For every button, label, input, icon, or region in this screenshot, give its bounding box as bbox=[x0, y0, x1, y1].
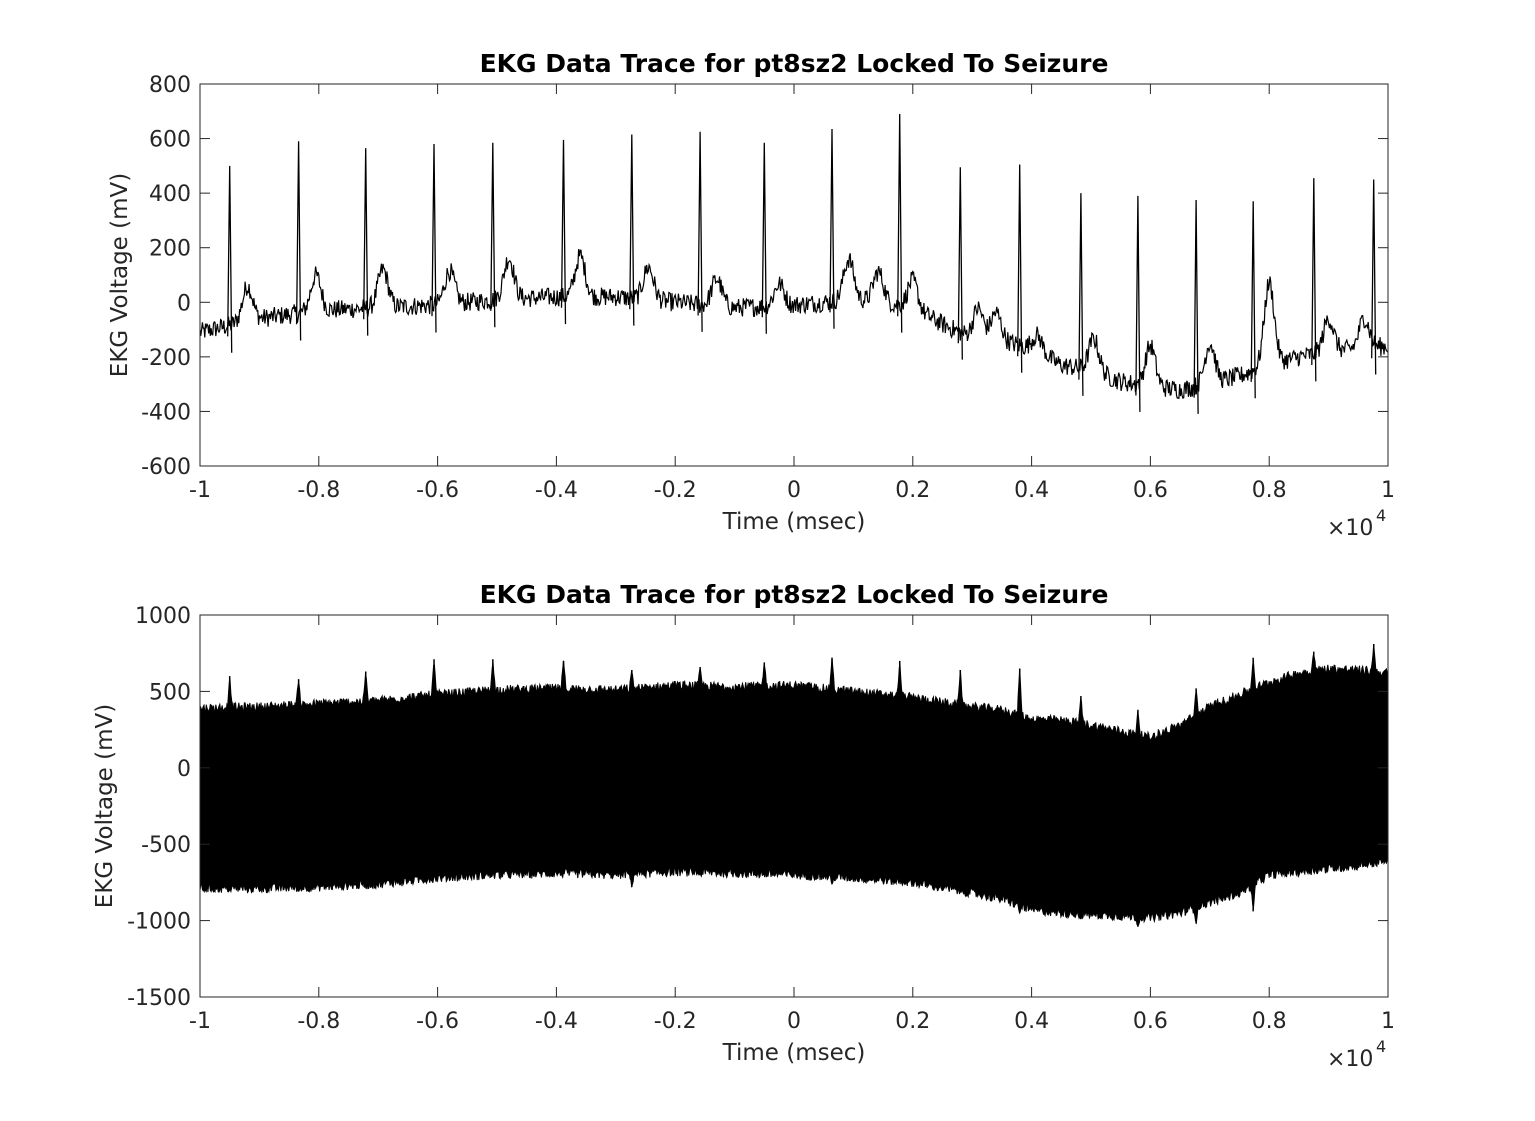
top-spike bbox=[1135, 195, 1141, 412]
bottom-x-exponent: ×10 4 bbox=[1327, 1037, 1386, 1072]
top-x-tick-label: 0.4 bbox=[1014, 478, 1049, 503]
top-spike bbox=[1017, 164, 1023, 373]
bottom-y-tick-label: 500 bbox=[149, 680, 191, 705]
top-x-exponent-base: ×10 bbox=[1327, 516, 1373, 541]
bottom-x-tick-label: 0.2 bbox=[895, 1009, 930, 1034]
bottom-x-exponent-power: 4 bbox=[1376, 1037, 1386, 1056]
bottom-x-tick-label: -0.4 bbox=[535, 1009, 578, 1034]
bottom-x-tick-label: -0.8 bbox=[297, 1009, 340, 1034]
bottom-chart-title: EKG Data Trace for pt8sz2 Locked To Seiz… bbox=[480, 580, 1109, 609]
bottom-y-tick-label: 1000 bbox=[135, 604, 191, 629]
top-spike bbox=[1250, 201, 1256, 399]
top-chart: EKG Data Trace for pt8sz2 Locked To Seiz… bbox=[107, 49, 1395, 541]
top-x-label: Time (msec) bbox=[722, 509, 866, 535]
top-x-tick-label: 0.8 bbox=[1252, 478, 1287, 503]
top-x-tick-label: 0 bbox=[787, 478, 801, 503]
bottom-trace bbox=[199, 643, 1389, 927]
top-x-axis: -1 -0.8 -0.6 -0.4 -0.2 0 0.2 0.4 0.6 0.8 1 bbox=[189, 84, 1395, 503]
top-chart-title: EKG Data Trace for pt8sz2 Locked To Seiz… bbox=[480, 49, 1109, 78]
top-y-tick-label: 200 bbox=[149, 237, 191, 262]
top-y-tick-label: -400 bbox=[141, 400, 191, 425]
top-spike bbox=[829, 128, 835, 329]
top-spike bbox=[1371, 179, 1377, 375]
top-x-tick-label: 0.6 bbox=[1133, 478, 1168, 503]
top-y-label: EKG Voltage (mV) bbox=[107, 173, 133, 377]
bottom-y-tick-label: -1000 bbox=[127, 910, 191, 935]
top-x-exponent-power: 4 bbox=[1376, 506, 1386, 525]
top-spike bbox=[1078, 193, 1084, 396]
top-spike bbox=[761, 142, 767, 334]
top-x-tick-label: -0.2 bbox=[654, 478, 697, 503]
top-spike bbox=[560, 139, 567, 325]
top-x-tick-label: 1 bbox=[1381, 478, 1395, 503]
top-spike bbox=[697, 131, 703, 332]
bottom-y-tick-label: -500 bbox=[141, 833, 191, 858]
top-x-tick-label: -0.4 bbox=[535, 478, 578, 503]
top-spike bbox=[490, 142, 496, 328]
bottom-x-exponent-base: ×10 bbox=[1327, 1047, 1373, 1072]
top-y-tick-label: -600 bbox=[141, 455, 191, 480]
bottom-x-tick-label: 1 bbox=[1381, 1009, 1395, 1034]
top-y-tick-label: 0 bbox=[177, 291, 191, 316]
top-spike bbox=[629, 134, 635, 326]
top-series-line bbox=[199, 249, 1389, 400]
top-spike bbox=[431, 143, 437, 333]
top-y-tick-label: 800 bbox=[149, 73, 191, 98]
top-plot-background bbox=[200, 84, 1388, 466]
bottom-x-tick-label: -0.2 bbox=[654, 1009, 697, 1034]
top-spike bbox=[227, 165, 233, 353]
top-y-tick-label: 400 bbox=[149, 182, 191, 207]
bottom-y-axis: -1500 -1000 -500 0 500 1000 bbox=[127, 604, 1388, 1011]
top-spike bbox=[363, 148, 369, 336]
top-spike bbox=[295, 141, 302, 341]
bottom-x-tick-label: 0.8 bbox=[1252, 1009, 1287, 1034]
bottom-x-tick-label: -0.6 bbox=[416, 1009, 459, 1034]
top-spike bbox=[1193, 199, 1199, 414]
top-x-tick-label: 0.2 bbox=[895, 478, 930, 503]
top-y-axis: -600 -400 -200 0 200 400 600 800 bbox=[141, 73, 1388, 480]
bottom-x-tick-label: 0.6 bbox=[1133, 1009, 1168, 1034]
bottom-x-label: Time (msec) bbox=[722, 1040, 866, 1066]
bottom-x-tick-label: 0 bbox=[787, 1009, 801, 1034]
bottom-x-axis: -1 -0.8 -0.6 -0.4 -0.2 0 0.2 0.4 0.6 0.8 1 bbox=[189, 615, 1395, 1034]
top-x-exponent: ×10 4 bbox=[1327, 506, 1386, 541]
top-spike bbox=[1311, 178, 1317, 382]
top-trace bbox=[199, 113, 1389, 414]
top-x-tick-label: -1 bbox=[189, 478, 211, 503]
bottom-y-tick-label: -1500 bbox=[127, 986, 191, 1011]
top-y-tick-label: -200 bbox=[141, 346, 191, 371]
bottom-x-tick-label: 0.4 bbox=[1014, 1009, 1049, 1034]
top-spike bbox=[957, 167, 963, 360]
bottom-y-label: EKG Voltage (mV) bbox=[92, 704, 118, 908]
top-x-tick-label: -0.6 bbox=[416, 478, 459, 503]
top-y-tick-label: 600 bbox=[149, 128, 191, 153]
bottom-chart: EKG Data Trace for pt8sz2 Locked To Seiz… bbox=[92, 580, 1395, 1072]
top-spike bbox=[897, 113, 903, 333]
bottom-y-tick-label: 0 bbox=[177, 757, 191, 782]
bottom-x-tick-label: -1 bbox=[189, 1009, 211, 1034]
top-x-tick-label: -0.8 bbox=[297, 478, 340, 503]
